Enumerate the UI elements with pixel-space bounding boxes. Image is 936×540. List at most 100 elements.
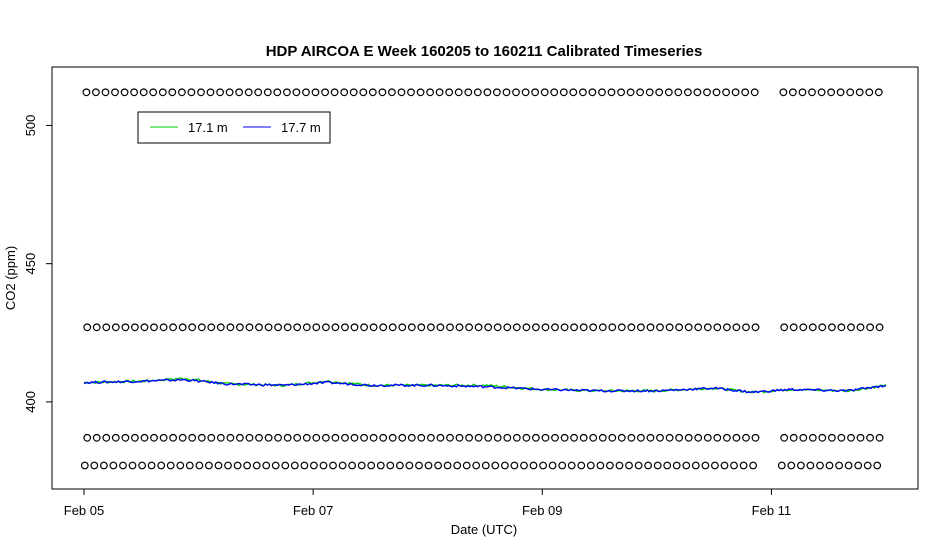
point-row3-8: [157, 461, 166, 470]
point-row1-36: [427, 323, 435, 332]
point-row1-62: [675, 323, 683, 332]
point-row1-52: [579, 323, 588, 332]
point-row3-49: [548, 461, 557, 470]
point-row2-19: [264, 433, 273, 442]
point-row3-71: [777, 461, 786, 470]
point-row2-71: [780, 433, 789, 442]
point-row2-11: [188, 433, 197, 442]
point-row2-34: [407, 433, 416, 442]
point-row2-68: [732, 433, 741, 442]
point-row0-56: [617, 88, 625, 97]
point-row3-7: [147, 461, 156, 470]
point-row3-35: [415, 461, 423, 470]
point-row3-40: [462, 461, 471, 470]
point-row3-38: [443, 461, 452, 470]
point-row1-40: [465, 323, 474, 332]
point-row2-51: [570, 433, 578, 442]
point-row2-25: [322, 433, 330, 442]
point-row0-3: [111, 88, 119, 97]
point-row3-81: [873, 461, 882, 470]
point-row2-62: [675, 433, 683, 442]
point-row3-10: [176, 461, 185, 470]
point-row1-81: [875, 323, 884, 332]
point-row3-58: [634, 461, 643, 470]
point-row2-72: [789, 433, 798, 442]
point-row0-72: [789, 88, 797, 97]
y-axis-label: CO2 (ppm): [3, 246, 18, 310]
point-row2-67: [723, 433, 731, 442]
point-row0-65: [703, 88, 711, 97]
point-row0-19: [263, 88, 272, 97]
point-row2-33: [398, 433, 407, 442]
point-row1-26: [331, 323, 340, 332]
x-tick-label-1: Feb 07: [293, 503, 333, 518]
point-row1-0: [83, 323, 92, 332]
point-row2-65: [703, 433, 712, 442]
point-row1-41: [474, 323, 483, 332]
point-row1-67: [723, 323, 731, 332]
point-row0-34: [407, 88, 415, 97]
point-row1-34: [407, 323, 416, 332]
point-row0-7: [149, 88, 158, 97]
point-row3-80: [863, 461, 872, 470]
point-row2-6: [140, 433, 149, 442]
point-row1-8: [159, 323, 168, 332]
point-row3-37: [434, 461, 443, 470]
point-row3-34: [405, 461, 414, 470]
point-row1-22: [293, 323, 302, 332]
point-row0-10: [177, 88, 186, 97]
point-row1-61: [665, 323, 674, 332]
point-row2-17: [245, 433, 254, 442]
point-row0-37: [435, 88, 444, 97]
point-row2-41: [474, 433, 483, 442]
point-row3-68: [730, 461, 738, 470]
point-row0-46: [521, 88, 530, 97]
point-row2-21: [283, 433, 292, 442]
point-row0-32: [388, 88, 396, 97]
point-row3-61: [663, 461, 672, 470]
point-row0-33: [397, 88, 406, 97]
point-row1-73: [799, 323, 808, 332]
point-row0-11: [187, 88, 196, 97]
point-row2-32: [388, 433, 397, 442]
point-row0-27: [340, 88, 349, 97]
point-row3-62: [672, 461, 681, 470]
point-row0-36: [426, 88, 435, 97]
point-row1-64: [694, 323, 703, 332]
point-row2-46: [522, 433, 531, 442]
point-row2-39: [455, 433, 464, 442]
point-row0-6: [139, 88, 148, 97]
point-row0-47: [531, 88, 539, 97]
point-row0-13: [206, 88, 215, 97]
point-row3-29: [357, 461, 366, 470]
point-row1-56: [617, 323, 626, 332]
x-axis-label: Date (UTC): [451, 522, 517, 537]
point-row2-45: [512, 433, 521, 442]
point-row1-65: [703, 323, 712, 332]
point-row3-56: [615, 461, 624, 470]
point-row3-43: [491, 461, 500, 470]
point-row2-24: [312, 433, 321, 442]
point-row1-5: [130, 323, 139, 332]
point-row2-75: [818, 433, 827, 442]
point-row0-80: [865, 88, 874, 97]
point-row3-2: [99, 461, 108, 470]
point-row2-59: [646, 433, 655, 442]
point-row2-40: [465, 433, 474, 442]
point-row0-9: [168, 88, 177, 97]
point-row1-32: [388, 323, 397, 332]
point-row3-0: [80, 461, 89, 470]
point-row3-46: [520, 461, 528, 470]
point-row3-5: [128, 461, 137, 470]
point-row0-18: [254, 88, 263, 97]
point-row2-27: [341, 433, 349, 442]
point-row2-58: [637, 433, 645, 442]
point-row0-52: [579, 88, 587, 97]
point-row1-6: [140, 323, 149, 332]
point-row0-67: [722, 88, 730, 97]
point-row0-43: [493, 88, 501, 97]
point-row1-60: [656, 323, 664, 332]
point-row3-1: [90, 461, 99, 470]
point-row3-60: [653, 461, 662, 470]
point-row3-39: [453, 461, 462, 470]
